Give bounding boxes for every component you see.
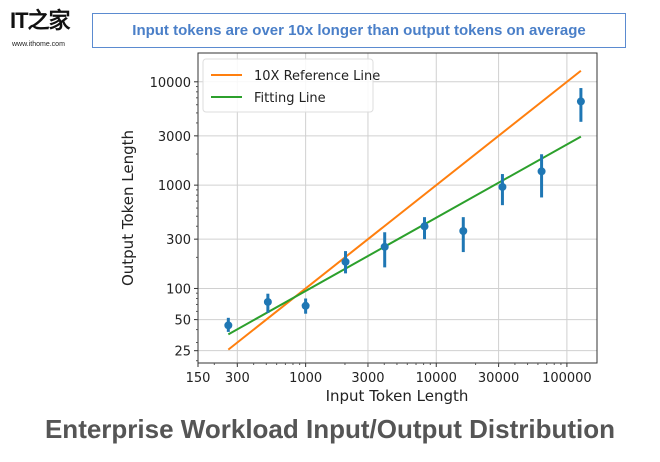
data-point (576, 97, 585, 106)
legend: 10X Reference Line Fitting Line (202, 58, 380, 113)
y-tick-label: 1000 (158, 179, 191, 194)
fitting-line-line (227, 135, 582, 336)
y-tick-label: 100 (166, 282, 191, 297)
x-tick-label: 30000 (478, 371, 519, 386)
data-point (341, 257, 350, 266)
data-point (380, 242, 389, 251)
series-lines (227, 69, 582, 351)
x-tick-label: 150 (186, 371, 211, 386)
legend-box (202, 58, 374, 113)
x-tick-label: 10000 (416, 371, 457, 386)
x-tick-label: 1000 (289, 371, 322, 386)
logo-mark: IT之家 (10, 8, 71, 33)
y-tick-label: 50 (174, 314, 191, 329)
data-point (263, 297, 272, 306)
y-axis-label: Output Token Length (119, 130, 137, 286)
y-tick-label: 10000 (150, 76, 191, 91)
y-tick-label: 25 (174, 345, 191, 360)
summary-banner: Input tokens are over 10x longer than ou… (92, 13, 626, 48)
x-axis-label: Input Token Length (326, 387, 469, 405)
data-point (224, 321, 233, 330)
legend-label-fitting: Fitting Line (254, 91, 326, 106)
data-points (224, 88, 585, 332)
y-tick-label: 3000 (158, 130, 191, 145)
legend-label-reference: 10X Reference Line (254, 69, 380, 84)
data-point (537, 167, 546, 176)
10x-reference-line-line (227, 69, 582, 351)
data-point (301, 301, 310, 310)
data-point (420, 222, 429, 231)
ticks: 150 300 1000 3000 10000 30000 100000 25 50 100 300… (150, 76, 592, 386)
chart-title: Enterprise Workload Input/Output Distrib… (44, 414, 616, 444)
data-point (459, 226, 468, 235)
y-tick-label: 300 (166, 233, 191, 248)
ithome-logo: IT之家 www.ithome.com (10, 10, 88, 54)
x-tick-label: 300 (225, 371, 250, 386)
x-tick-label: 3000 (351, 371, 384, 386)
data-point (498, 182, 507, 191)
logo-url: www.ithome.com (12, 41, 65, 48)
x-tick-label: 100000 (542, 371, 592, 386)
